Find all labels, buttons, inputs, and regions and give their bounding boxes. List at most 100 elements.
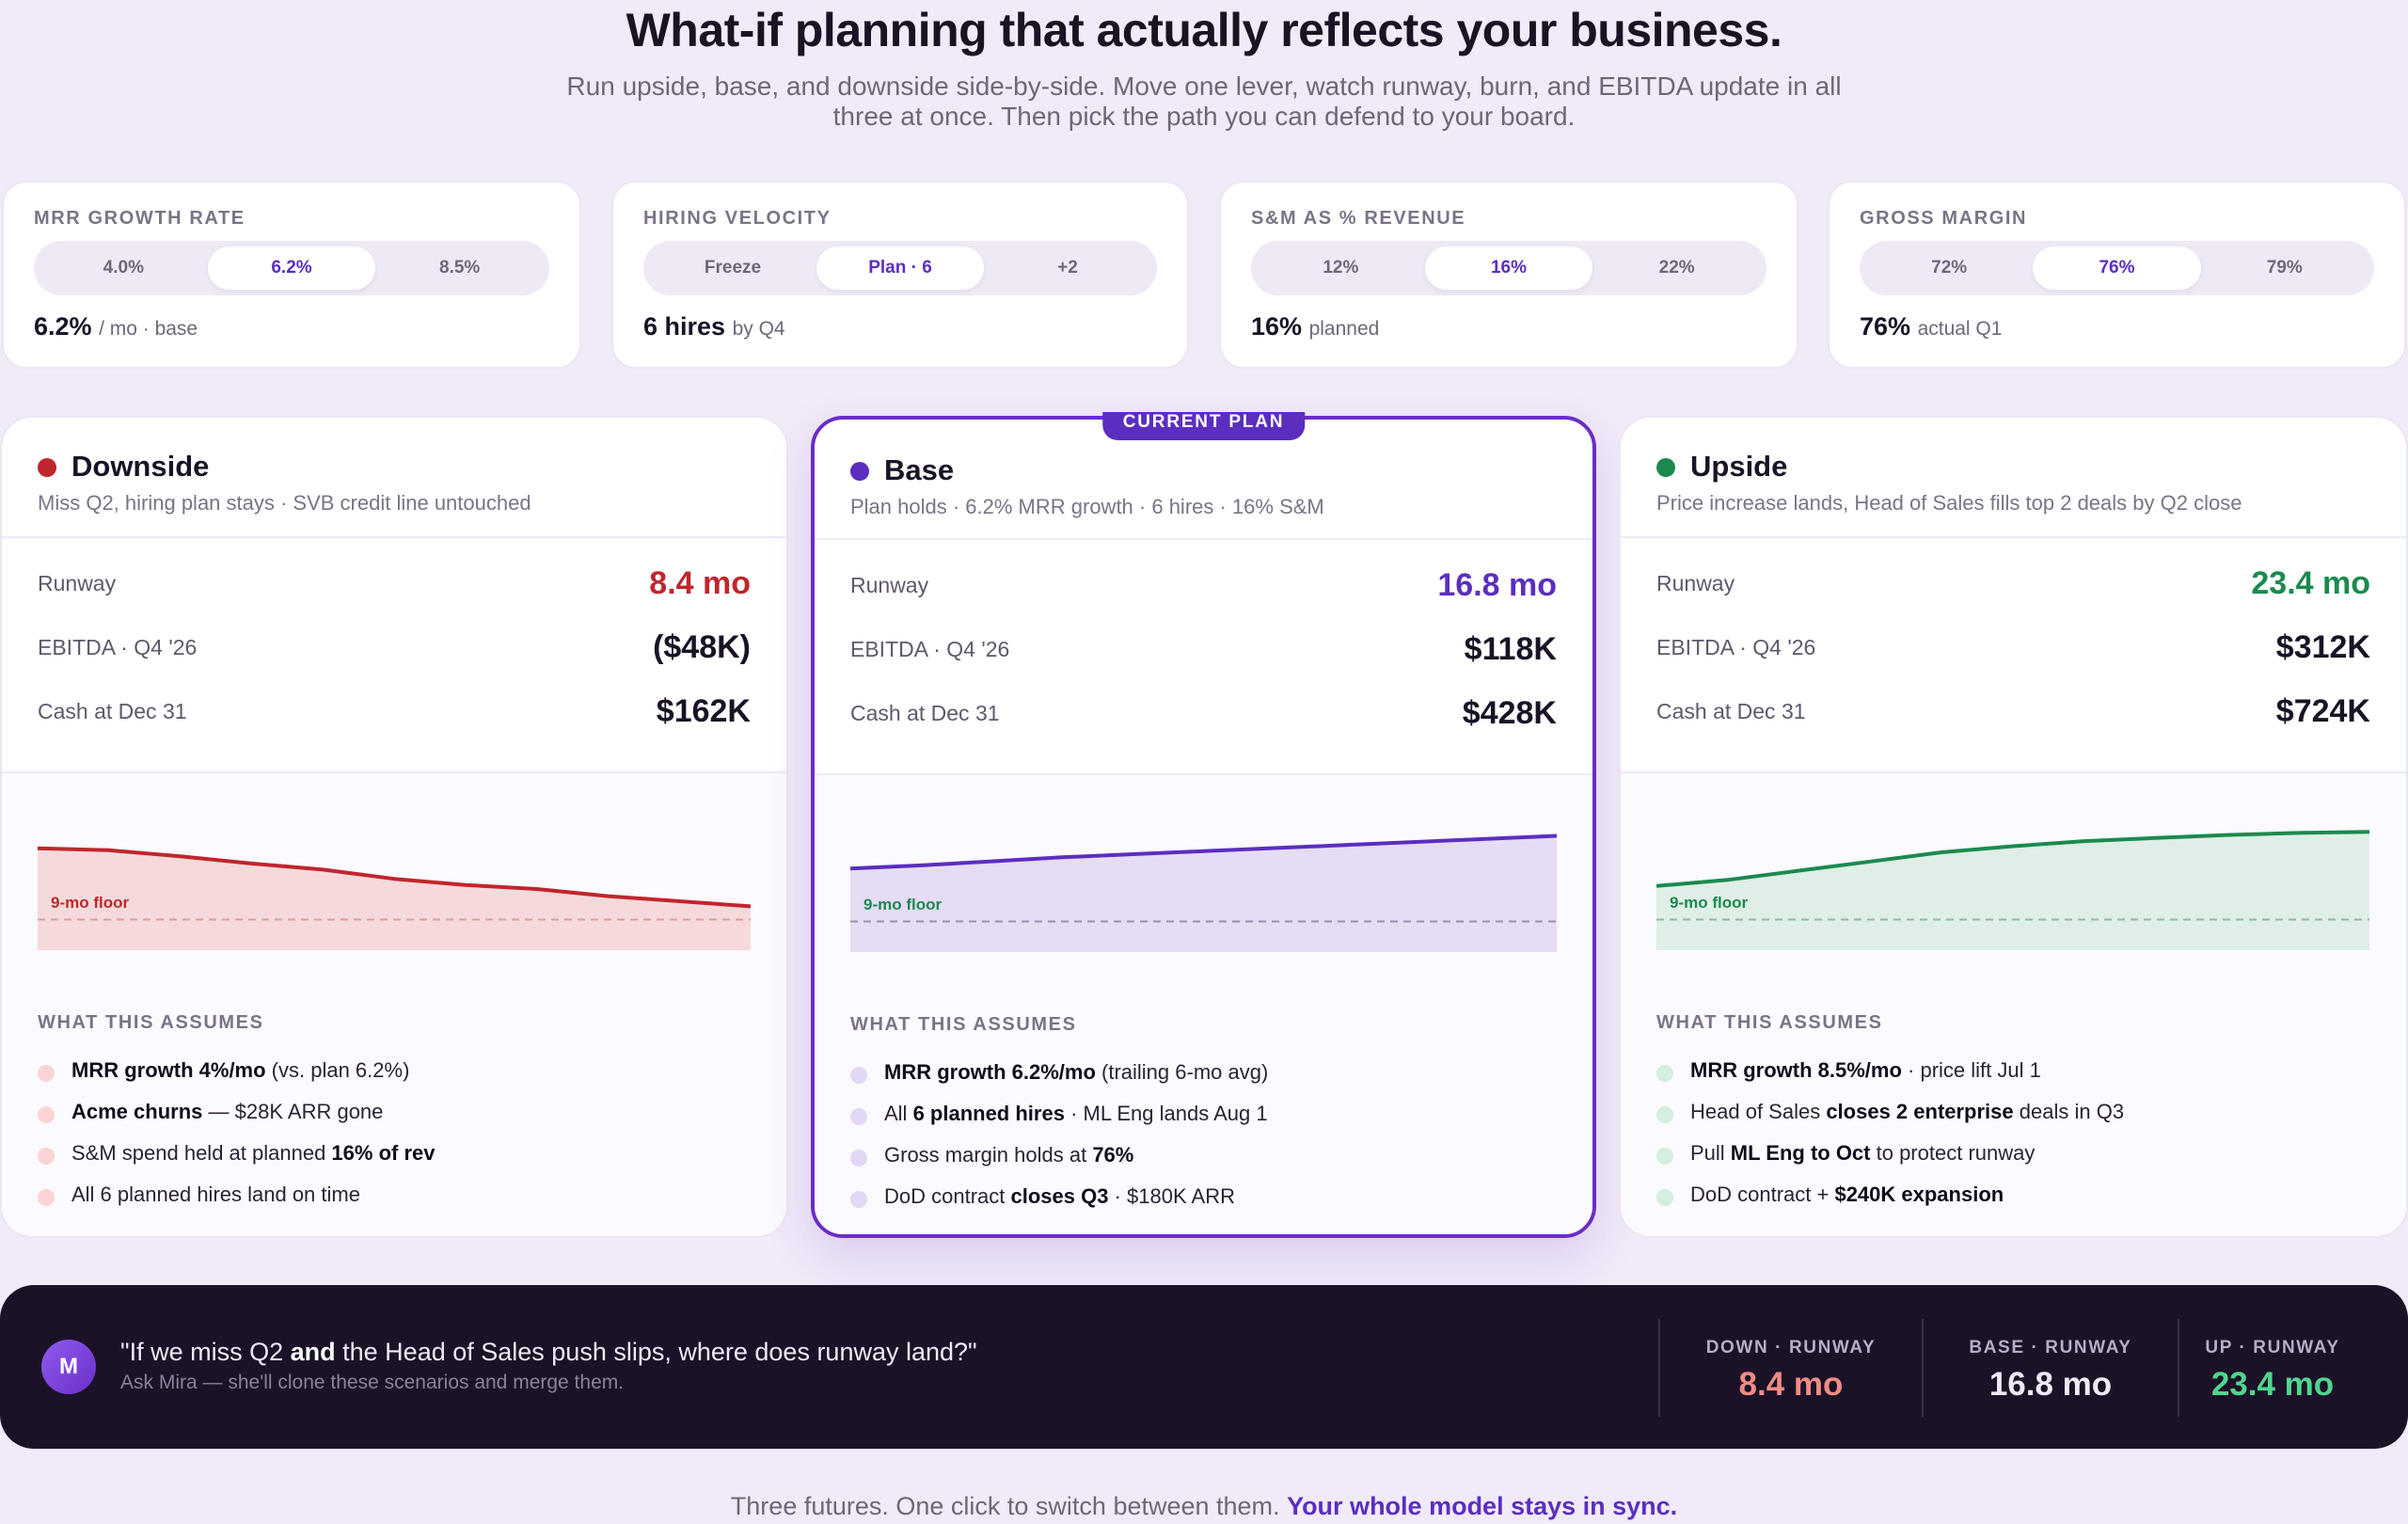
lever-label: GROSS MARGIN bbox=[1860, 208, 2028, 229]
mira-assistant-bar[interactable]: M "If we miss Q2 and the Head of Sales p… bbox=[0, 1285, 2408, 1449]
area-fill bbox=[850, 835, 1557, 952]
scenario-card-base[interactable]: CURRENT PLAN Base Plan holds · 6.2% MRR … bbox=[811, 412, 1596, 1238]
scenario-metrics: Runway 16.8 mo EBITDA · Q4 '26 $118K Cash … bbox=[815, 540, 1592, 775]
option-plan-6[interactable]: Plan · 6 bbox=[816, 246, 984, 290]
assumes-title: WHAT THIS ASSUMES bbox=[1656, 1012, 1883, 1033]
assumes-title: WHAT THIS ASSUMES bbox=[850, 1014, 1077, 1035]
option-76pct[interactable]: 76% bbox=[2033, 246, 2201, 290]
option-4pct[interactable]: 4.0% bbox=[103, 258, 144, 278]
status-dot-icon bbox=[850, 462, 869, 481]
runway-chart: 9-mo floor WHAT THIS ASSUMES MRR growth … bbox=[2, 773, 786, 1236]
scenario-card-upside[interactable]: Upside Price increase lands, Head of Sal… bbox=[1619, 416, 2408, 1238]
scenario-title: Base bbox=[884, 453, 955, 486]
lever-hiring-velocity: HIRING VELOCITY Freeze Plan · 6 +2 6 hir… bbox=[611, 181, 1189, 369]
bullet-icon bbox=[38, 1148, 55, 1165]
bullet-icon bbox=[850, 1108, 867, 1125]
assumes-title: WHAT THIS ASSUMES bbox=[38, 1012, 264, 1033]
bullet-icon bbox=[1656, 1106, 1673, 1123]
segmented-control: Freeze Plan · 6 +2 bbox=[643, 241, 1157, 295]
status-dot-icon bbox=[38, 458, 56, 477]
mira-question[interactable]: "If we miss Q2 and the Head of Sales pus… bbox=[120, 1338, 977, 1366]
lever-label: HIRING VELOCITY bbox=[643, 208, 832, 229]
lever-gross-margin: GROSS MARGIN 72% 76% 79% 76% actual Q1 bbox=[1828, 181, 2406, 369]
scenario-header: Downside Miss Q2, hiring plan stays · SV… bbox=[2, 418, 786, 538]
metric-ebitda: EBITDA · Q4 '26 ($48K) bbox=[38, 628, 751, 665]
runway-chart: 9-mo floor WHAT THIS ASSUMES MRR growth … bbox=[815, 775, 1592, 1234]
runway-area-chart bbox=[38, 846, 751, 950]
assumes-list: MRR growth 6.2%/mo (trailing 6-mo avg) A… bbox=[850, 1052, 1564, 1217]
list-item: Gross margin holds at 76% bbox=[850, 1135, 1564, 1176]
bullet-icon bbox=[38, 1065, 55, 1082]
option-6-2pct[interactable]: 6.2% bbox=[207, 246, 376, 290]
bullet-icon bbox=[850, 1191, 867, 1208]
list-item: MRR growth 4%/mo (vs. plan 6.2%) bbox=[38, 1050, 758, 1091]
lever-sm-revenue: S&M AS % REVENUE 12% 16% 22% 16% planned bbox=[1219, 181, 1798, 369]
bullet-icon bbox=[850, 1067, 867, 1084]
area-fill bbox=[38, 848, 751, 950]
metric-cash: Cash at Dec 31 $162K bbox=[38, 692, 751, 729]
hero-subtitle: Run upside, base, and downside side-by-s… bbox=[566, 71, 1842, 131]
metric-cash: Cash at Dec 31 $428K bbox=[850, 694, 1557, 731]
option-freeze[interactable]: Freeze bbox=[704, 258, 762, 278]
list-item: Acme churns — $28K ARR gone bbox=[38, 1091, 758, 1133]
bullet-icon bbox=[1656, 1148, 1673, 1165]
list-item: All 6 planned hires land on time bbox=[38, 1174, 758, 1215]
option-8-5pct[interactable]: 8.5% bbox=[439, 258, 481, 278]
scenario-title: Upside bbox=[1690, 450, 1788, 483]
list-item: DoD contract + $240K expansion bbox=[1656, 1174, 2378, 1215]
stat-up-runway: UP · RUNWAY 23.4 mo bbox=[2178, 1319, 2366, 1417]
list-item: All 6 planned hires · ML Eng lands Aug 1 bbox=[850, 1093, 1564, 1135]
floor-label: 9-mo floor bbox=[863, 896, 943, 913]
lever-value: 76% actual Q1 bbox=[1860, 312, 2003, 341]
scenario-description: Plan holds · 6.2% MRR growth · 6 hires ·… bbox=[850, 495, 1324, 518]
metric-cash: Cash at Dec 31 $724K bbox=[1656, 692, 2370, 729]
option-22pct[interactable]: 22% bbox=[1658, 258, 1695, 278]
runway-area-chart bbox=[1656, 830, 2369, 950]
stat-base-runway: BASE · RUNWAY 16.8 mo bbox=[1922, 1319, 2178, 1417]
area-fill bbox=[1656, 832, 2369, 950]
option-16pct[interactable]: 16% bbox=[1424, 246, 1593, 290]
runway-chart: 9-mo floor WHAT THIS ASSUMES MRR growth … bbox=[1621, 773, 2406, 1236]
segmented-control: 4.0% 6.2% 8.5% bbox=[34, 241, 549, 295]
status-dot-icon bbox=[1656, 458, 1675, 477]
scenario-metrics: Runway 8.4 mo EBITDA · Q4 '26 ($48K) Cash … bbox=[2, 538, 786, 773]
bullet-icon bbox=[1656, 1189, 1673, 1206]
lever-mrr-growth: MRR GROWTH RATE 4.0% 6.2% 8.5% 6.2% / mo… bbox=[2, 181, 581, 369]
list-item: MRR growth 6.2%/mo (trailing 6-mo avg) bbox=[850, 1052, 1564, 1093]
lever-value: 6.2% / mo · base bbox=[34, 312, 198, 341]
option-plus-2[interactable]: +2 bbox=[1057, 258, 1078, 278]
metric-runway: Runway 23.4 mo bbox=[1656, 564, 2370, 601]
scenario-header: Upside Price increase lands, Head of Sal… bbox=[1621, 418, 2406, 538]
lever-label: MRR GROWTH RATE bbox=[34, 208, 246, 229]
lever-label: S&M AS % REVENUE bbox=[1251, 208, 1466, 229]
scenario-metrics: Runway 23.4 mo EBITDA · Q4 '26 $312K Cash … bbox=[1621, 538, 2406, 773]
bullet-icon bbox=[38, 1189, 55, 1206]
option-79pct[interactable]: 79% bbox=[2266, 258, 2303, 278]
lever-value: 6 hires by Q4 bbox=[643, 312, 785, 341]
metric-ebitda: EBITDA · Q4 '26 $118K bbox=[850, 630, 1557, 667]
hero-title: What-if planning that actually reflects … bbox=[626, 4, 1782, 56]
runway-area-chart bbox=[850, 833, 1557, 952]
scenario-description: Price increase lands, Head of Sales fill… bbox=[1656, 491, 2242, 515]
lever-value: 16% planned bbox=[1251, 312, 1380, 341]
scenario-card-downside[interactable]: Downside Miss Q2, hiring plan stays · SV… bbox=[0, 416, 788, 1238]
assumes-list: MRR growth 4%/mo (vs. plan 6.2%) Acme ch… bbox=[38, 1050, 758, 1215]
segmented-control: 12% 16% 22% bbox=[1251, 241, 1766, 295]
floor-label: 9-mo floor bbox=[51, 894, 130, 912]
bullet-icon bbox=[38, 1106, 55, 1123]
scenario-header: Base Plan holds · 6.2% MRR growth · 6 hi… bbox=[815, 420, 1592, 540]
segmented-control: 72% 76% 79% bbox=[1860, 241, 2374, 295]
bullet-icon bbox=[1656, 1065, 1673, 1082]
option-12pct[interactable]: 12% bbox=[1323, 258, 1359, 278]
assumes-list: MRR growth 8.5%/mo · price lift Jul 1 He… bbox=[1656, 1050, 2378, 1215]
metric-runway: Runway 8.4 mo bbox=[38, 564, 751, 601]
list-item: Pull ML Eng to Oct to protect runway bbox=[1656, 1133, 2378, 1174]
scenario-title: Downside bbox=[71, 450, 210, 483]
series-line bbox=[850, 833, 1557, 871]
option-72pct[interactable]: 72% bbox=[1931, 258, 1968, 278]
series-line bbox=[38, 846, 751, 909]
mira-subtitle: Ask Mira — she'll clone these scenarios … bbox=[120, 1372, 625, 1393]
series-line bbox=[1656, 830, 2369, 888]
scenario-description: Miss Q2, hiring plan stays · SVB credit … bbox=[38, 491, 531, 515]
metric-runway: Runway 16.8 mo bbox=[850, 566, 1557, 603]
